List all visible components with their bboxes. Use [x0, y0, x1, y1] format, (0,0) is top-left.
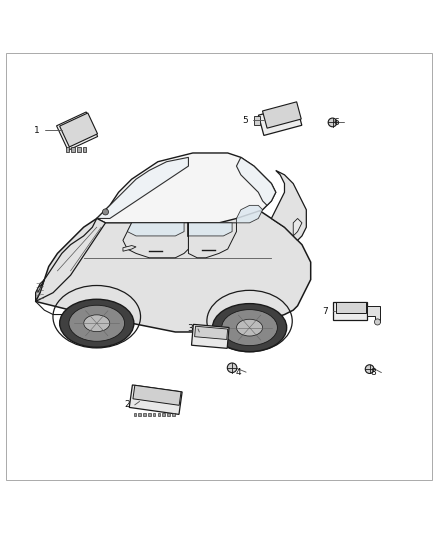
- Polygon shape: [172, 413, 175, 416]
- Polygon shape: [138, 413, 141, 416]
- Ellipse shape: [60, 299, 134, 348]
- Ellipse shape: [69, 305, 124, 341]
- Ellipse shape: [84, 315, 110, 332]
- Circle shape: [102, 209, 109, 215]
- Polygon shape: [97, 157, 188, 219]
- Polygon shape: [71, 147, 75, 152]
- Text: 7: 7: [322, 306, 328, 316]
- Polygon shape: [333, 302, 367, 320]
- Text: 5: 5: [243, 116, 248, 125]
- Polygon shape: [66, 147, 69, 152]
- Polygon shape: [367, 306, 380, 322]
- Polygon shape: [194, 326, 228, 340]
- Circle shape: [227, 363, 237, 373]
- Polygon shape: [148, 413, 151, 416]
- Circle shape: [365, 365, 374, 374]
- Text: 8: 8: [371, 368, 376, 377]
- Polygon shape: [35, 280, 44, 302]
- Polygon shape: [83, 147, 86, 152]
- Ellipse shape: [237, 319, 262, 336]
- Text: 3: 3: [187, 325, 193, 334]
- Polygon shape: [57, 112, 98, 150]
- Polygon shape: [158, 413, 160, 416]
- Polygon shape: [191, 325, 229, 349]
- Polygon shape: [38, 280, 44, 293]
- Polygon shape: [188, 223, 237, 258]
- Polygon shape: [35, 192, 311, 332]
- Text: 2: 2: [124, 400, 130, 409]
- Text: 6: 6: [333, 118, 339, 127]
- Polygon shape: [77, 147, 81, 152]
- Polygon shape: [133, 385, 181, 405]
- Ellipse shape: [222, 310, 277, 345]
- Polygon shape: [188, 223, 232, 236]
- Polygon shape: [127, 223, 184, 236]
- Polygon shape: [129, 385, 182, 414]
- Polygon shape: [167, 413, 170, 416]
- Circle shape: [374, 319, 381, 325]
- Polygon shape: [293, 219, 302, 236]
- Polygon shape: [97, 153, 276, 223]
- Polygon shape: [272, 171, 306, 240]
- Polygon shape: [134, 413, 136, 416]
- Polygon shape: [258, 105, 302, 135]
- Text: 4: 4: [235, 368, 241, 377]
- Polygon shape: [162, 413, 165, 416]
- Polygon shape: [143, 413, 146, 416]
- Polygon shape: [254, 116, 261, 125]
- Polygon shape: [60, 113, 98, 147]
- Polygon shape: [123, 246, 136, 251]
- Polygon shape: [35, 219, 106, 302]
- Circle shape: [328, 118, 337, 127]
- Polygon shape: [153, 413, 155, 416]
- Polygon shape: [336, 303, 366, 312]
- Polygon shape: [237, 157, 276, 205]
- Polygon shape: [262, 102, 301, 128]
- Polygon shape: [123, 223, 188, 258]
- Text: 1: 1: [34, 126, 40, 135]
- Ellipse shape: [212, 304, 287, 352]
- Polygon shape: [237, 205, 263, 223]
